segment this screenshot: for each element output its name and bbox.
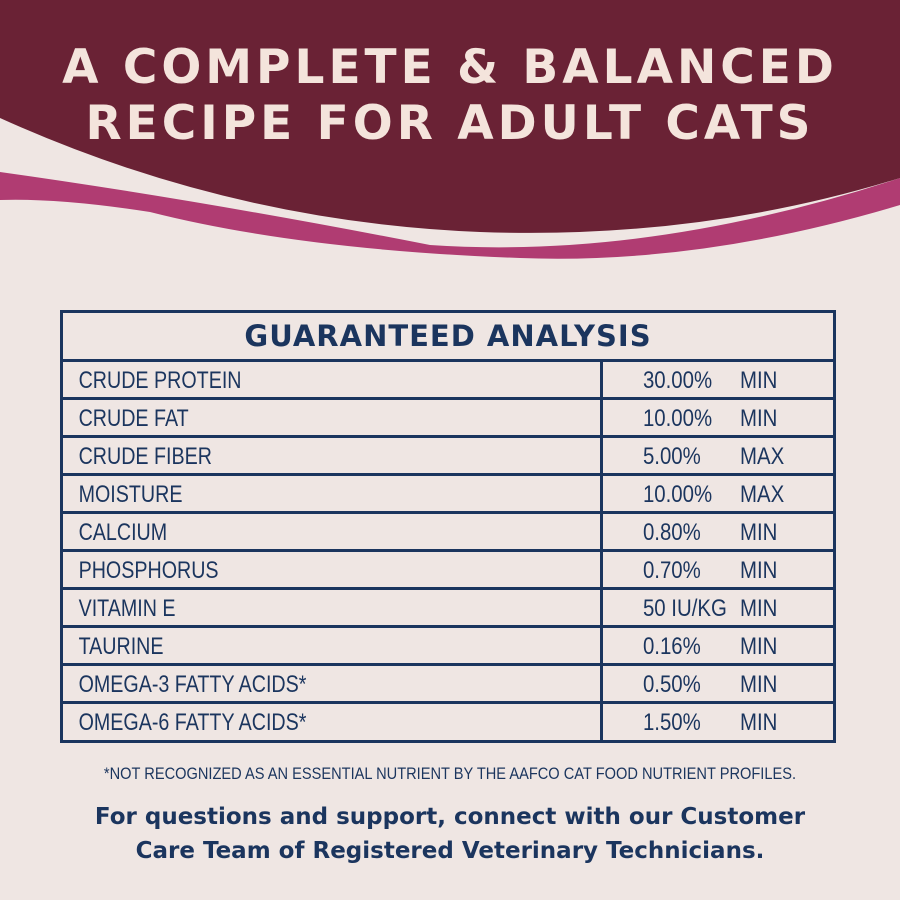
- nutrient-unit: MIN: [740, 405, 778, 432]
- table-row: CALCIUM 0.80% MIN: [63, 514, 833, 552]
- nutrient-name: CALCIUM: [78, 519, 168, 546]
- nutrient-value: 0.16%: [642, 633, 701, 660]
- guaranteed-analysis-table: GUARANTEED ANALYSIS CRUDE PROTEIN 30.00% M…: [60, 310, 836, 743]
- table-row: PHOSPHORUS 0.70% MIN: [63, 552, 833, 590]
- table-row: CRUDE PROTEIN 30.00% MIN: [63, 362, 833, 400]
- column-divider: [600, 362, 603, 397]
- table-row: MOISTURE 10.00% MAX: [63, 476, 833, 514]
- nutrient-name: TAURINE: [78, 633, 164, 660]
- column-divider: [600, 552, 603, 587]
- column-divider: [600, 666, 603, 701]
- nutrient-unit: MAX: [740, 481, 785, 508]
- nutrient-name: MOISTURE: [78, 481, 183, 508]
- nutrient-unit: MIN: [740, 709, 778, 736]
- nutrient-name: OMEGA-3 FATTY ACIDS*: [78, 671, 307, 698]
- column-divider: [600, 590, 603, 625]
- table-title: GUARANTEED ANALYSIS: [63, 313, 833, 362]
- nutrient-unit: MIN: [740, 671, 778, 698]
- nutrient-value: 5.00%: [642, 443, 701, 470]
- nutrient-value: 0.80%: [642, 519, 701, 546]
- table-row: VITAMIN E 50 IU/KG MIN: [63, 590, 833, 628]
- table-row: CRUDE FAT 10.00% MIN: [63, 400, 833, 438]
- nutrient-value: 10.00%: [642, 481, 713, 508]
- nutrient-name: PHOSPHORUS: [78, 557, 219, 584]
- nutrient-name: CRUDE FIBER: [78, 443, 212, 470]
- column-divider: [600, 514, 603, 549]
- magenta-brush-stroke: [0, 172, 900, 259]
- nutrient-value: 10.00%: [642, 405, 713, 432]
- nutrient-unit: MAX: [740, 443, 785, 470]
- support-line-1: For questions and support, connect with …: [94, 804, 806, 830]
- column-divider: [600, 400, 603, 435]
- support-message: For questions and support, connect with …: [0, 800, 900, 868]
- headline-line-1: A COMPLETE & BALANCED: [62, 40, 838, 95]
- nutrient-name: OMEGA-6 FATTY ACIDS*: [78, 709, 307, 736]
- support-line-2: Care Team of Registered Veterinary Techn…: [135, 838, 765, 864]
- footnote: *NOT RECOGNIZED AS AN ESSENTIAL NUTRIENT…: [103, 764, 797, 783]
- column-divider: [600, 628, 603, 663]
- nutrient-name: CRUDE FAT: [78, 405, 189, 432]
- nutrient-unit: MIN: [740, 367, 778, 394]
- maroon-header-band: [0, 0, 900, 233]
- nutrient-name: CRUDE PROTEIN: [78, 367, 242, 394]
- nutrient-value: 0.70%: [642, 557, 701, 584]
- nutrient-value: 50 IU/KG: [642, 595, 727, 622]
- table-row: OMEGA-3 FATTY ACIDS* 0.50% MIN: [63, 666, 833, 704]
- nutrient-value: 1.50%: [642, 709, 701, 736]
- nutrient-unit: MIN: [740, 519, 778, 546]
- nutrient-value: 30.00%: [642, 367, 713, 394]
- headline-line-2: RECIPE FOR ADULT CATS: [85, 96, 815, 151]
- column-divider: [600, 476, 603, 511]
- table-row: CRUDE FIBER 5.00% MAX: [63, 438, 833, 476]
- column-divider: [600, 438, 603, 473]
- nutrient-value: 0.50%: [642, 671, 701, 698]
- column-divider: [600, 704, 603, 740]
- nutrient-unit: MIN: [740, 595, 778, 622]
- table-row: TAURINE 0.16% MIN: [63, 628, 833, 666]
- nutrient-unit: MIN: [740, 557, 778, 584]
- table-row: OMEGA-6 FATTY ACIDS* 1.50% MIN: [63, 704, 833, 740]
- nutrient-name: VITAMIN E: [78, 595, 176, 622]
- nutrient-unit: MIN: [740, 633, 778, 660]
